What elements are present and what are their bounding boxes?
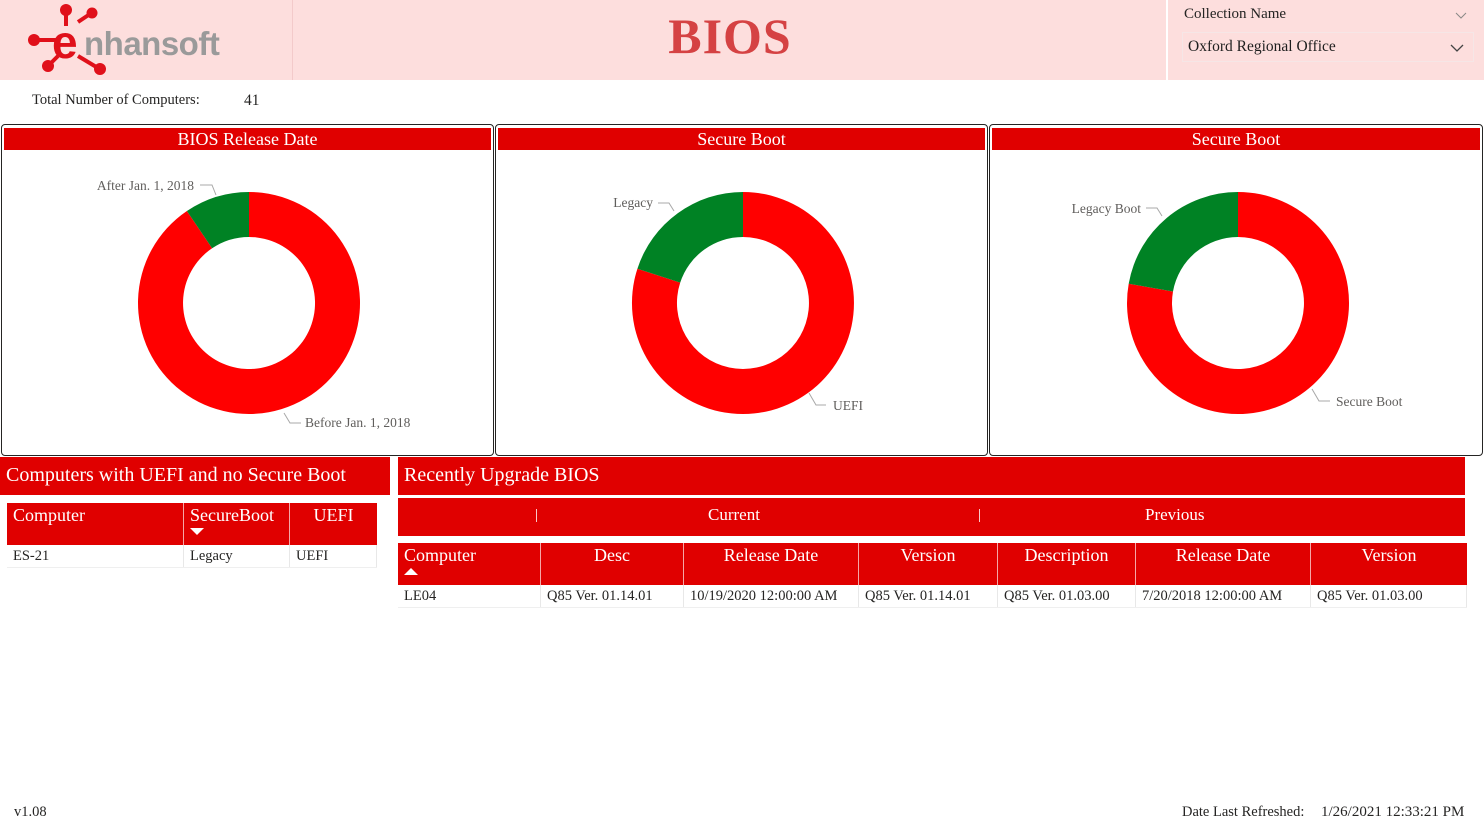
bios-release-date-chart: BIOS Release Date After Jan. 1, 2018 Bef… (1, 124, 494, 456)
cell-computer: ES-21 (7, 545, 184, 568)
svg-text:e: e (52, 16, 78, 68)
cell-uefi: UEFI (290, 545, 377, 568)
slicer-label: Collection Name (1184, 6, 1287, 22)
chart-title: Secure Boot (992, 128, 1480, 150)
chevron-down-icon[interactable] (1449, 40, 1465, 56)
slice-secure-boot[interactable] (1127, 192, 1350, 415)
slice-label-legacy-boot: Legacy Boot (1072, 201, 1142, 216)
enhansoft-logo: e nhansoft (0, 0, 293, 80)
cell-current-release-date: 10/19/2020 12:00:00 AM (684, 585, 859, 608)
upgrade-table-group-header: | Current | Previous (398, 498, 1465, 536)
header-banner: e nhansoft BIOS Collection Name Oxford R… (0, 0, 1484, 80)
sort-ascending-icon (404, 568, 418, 575)
collection-selected-value: Oxford Regional Office (1188, 38, 1336, 55)
donut-chart: Legacy UEFI (613, 192, 864, 414)
slice-legacy-boot[interactable] (1128, 192, 1238, 292)
secure-boot-chart-secureboot: Secure Boot Legacy Boot Secure Boot (989, 124, 1483, 456)
column-header-uefi[interactable]: UEFI (313, 505, 354, 525)
uefi-table-header: Computer SecureBoot UEFI (7, 503, 377, 545)
cell-desc: Q85 Ver. 01.14.01 (541, 585, 684, 608)
slice-label-before: Before Jan. 1, 2018 (305, 415, 411, 430)
collapse-chevron-icon[interactable] (1454, 8, 1468, 22)
uefi-table-title: Computers with UEFI and no Secure Boot (0, 457, 390, 495)
donut-chart: Legacy Boot Secure Boot (1072, 192, 1403, 415)
group-current: Current (708, 505, 760, 524)
refreshed-value: 1/26/2021 12:33:21 PM (1321, 804, 1465, 820)
table-row[interactable]: LE04 Q85 Ver. 01.14.01 10/19/2020 12:00:… (398, 585, 1467, 608)
slice-label-uefi: UEFI (833, 398, 864, 413)
page-title: BIOS (668, 8, 792, 64)
refreshed-label: Date Last Refreshed: (1182, 804, 1305, 820)
logo-molecule-icon: e nhansoft (28, 4, 220, 75)
chart-title: BIOS Release Date (4, 128, 491, 150)
svg-text:nhansoft: nhansoft (84, 25, 220, 62)
collection-slicer: Collection Name Oxford Regional Office (1166, 0, 1484, 80)
total-computers-label: Total Number of Computers: (32, 92, 200, 108)
column-header-previous-release-date[interactable]: Release Date (1136, 543, 1311, 585)
sort-descending-icon (190, 528, 204, 535)
slice-legacy[interactable] (637, 192, 743, 283)
column-header-secureboot[interactable]: SecureBoot (184, 503, 290, 545)
table-row[interactable]: ES-21 Legacy UEFI (7, 545, 377, 568)
version-label: v1.08 (14, 804, 47, 820)
slice-before-2018[interactable] (138, 192, 361, 414)
cell-computer: LE04 (398, 585, 541, 608)
column-header-computer[interactable]: Computer (7, 503, 184, 545)
secure-boot-chart-uefi: Secure Boot Legacy UEFI (495, 124, 988, 456)
cell-previous-version: Q85 Ver. 01.03.00 (1311, 585, 1467, 608)
upgrade-table-title: Recently Upgrade BIOS (398, 457, 1465, 495)
slice-label-secure-boot: Secure Boot (1336, 394, 1403, 409)
column-header-computer[interactable]: Computer (398, 543, 541, 585)
total-computers-value: 41 (244, 92, 260, 109)
cell-secureboot: Legacy (184, 545, 290, 568)
cell-previous-description: Q85 Ver. 01.03.00 (998, 585, 1136, 608)
slice-uefi[interactable] (631, 192, 854, 414)
column-header-previous-version[interactable]: Version (1361, 545, 1417, 565)
slice-label-legacy: Legacy (613, 195, 653, 210)
chart-title: Secure Boot (498, 128, 985, 150)
group-previous: Previous (1145, 505, 1205, 524)
column-header-previous-description[interactable]: Description (998, 543, 1136, 585)
page-title-area: BIOS (294, 0, 1166, 80)
cell-current-version: Q85 Ver. 01.14.01 (859, 585, 998, 608)
column-header-current-version[interactable]: Version (859, 543, 998, 585)
column-header-desc[interactable]: Desc (541, 543, 684, 585)
cell-previous-release-date: 7/20/2018 12:00:00 AM (1136, 585, 1311, 608)
slice-label-after: After Jan. 1, 2018 (97, 178, 194, 193)
slice-after-2018[interactable] (186, 192, 249, 249)
upgrade-table-header: Computer Desc Release Date Version Descr… (398, 543, 1467, 585)
column-header-current-release-date[interactable]: Release Date (684, 543, 859, 585)
collection-dropdown[interactable]: Oxford Regional Office (1182, 32, 1474, 62)
donut-chart: After Jan. 1, 2018 Before Jan. 1, 2018 (97, 178, 411, 430)
